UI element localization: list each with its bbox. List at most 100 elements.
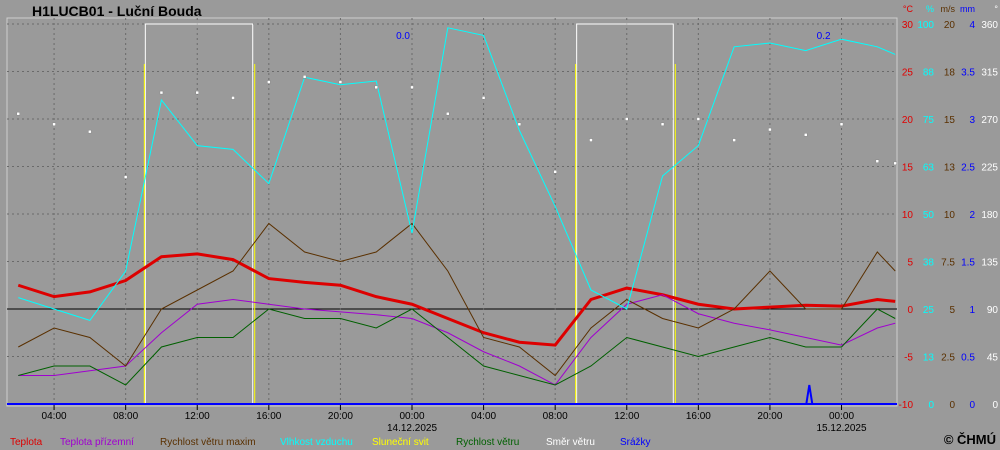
axis-tick-label: 180 <box>981 210 998 221</box>
axis-unit-label: mm <box>960 4 975 14</box>
wind-direction-point <box>446 111 450 116</box>
axis-tick-label: 38 <box>923 258 935 269</box>
series-line-rychlost-větru <box>18 308 896 386</box>
axis-unit-label: % <box>926 4 934 14</box>
wind-direction-point <box>893 161 897 166</box>
wind-direction-point <box>589 138 593 142</box>
axis-tick-label: 30 <box>902 20 914 31</box>
axis-tick-label: 88 <box>923 68 935 79</box>
wind-direction-point <box>517 122 522 127</box>
legend-item: Srážky <box>620 437 651 448</box>
x-tick-label: 00:00 <box>399 411 424 422</box>
axis-tick-label: 225 <box>981 163 998 174</box>
wind-direction-point <box>732 138 736 142</box>
wind-direction-point <box>338 80 343 84</box>
axis-tick-label: 1 <box>969 305 975 316</box>
legend-item: Vlhkost vzduchu <box>280 437 353 448</box>
wind-direction-point <box>195 90 199 95</box>
axis-unit-label: °C <box>903 4 914 14</box>
axis-tick-label: 4 <box>969 20 975 31</box>
wind-direction-point <box>768 127 772 132</box>
legend-item: Teplota přízemní <box>60 437 134 448</box>
axis-tick-label: 3.5 <box>961 68 975 79</box>
axis-tick-label: 13 <box>944 163 956 174</box>
x-tick-label: 16:00 <box>686 411 711 422</box>
wind-direction-point <box>231 96 235 100</box>
precipitation-total-label: 0.2 <box>817 31 831 42</box>
axis-tick-label: 10 <box>902 210 914 221</box>
sunshine-period <box>576 23 674 404</box>
x-tick-label: 04:00 <box>42 411 67 422</box>
wind-direction-point <box>302 75 307 79</box>
axis-tick-label: 7.5 <box>941 258 955 269</box>
wind-direction-point <box>88 129 92 134</box>
x-tick-label: 04:00 <box>471 411 496 422</box>
axis-tick-label: 270 <box>981 115 998 126</box>
wind-direction-point <box>123 175 128 179</box>
legend-item: Rychlost větru <box>456 437 519 448</box>
axis-tick-label: 0.5 <box>961 353 975 364</box>
wind-direction-point <box>660 122 665 127</box>
axis-tick-label: 25 <box>902 68 914 79</box>
axis-tick-label: 75 <box>923 115 935 126</box>
axis-tick-label: 100 <box>917 20 934 31</box>
series-line-teplota-přízemní <box>18 294 896 386</box>
x-tick-label: 00:00 <box>829 411 854 422</box>
axis-tick-label: 0 <box>949 400 955 411</box>
axis-tick-label: 3 <box>969 115 975 126</box>
wind-direction-point <box>875 159 880 163</box>
axis-tick-label: -10 <box>899 400 914 411</box>
axis-tick-label: 135 <box>981 258 998 269</box>
x-tick-label: 12:00 <box>614 411 639 422</box>
x-date-label: 14.12.2025 <box>387 423 437 434</box>
axis-tick-label: 5 <box>907 258 913 269</box>
precipitation-total-label: 0.0 <box>396 31 410 42</box>
axis-tick-label: 360 <box>981 20 998 31</box>
wind-direction-point <box>481 96 486 100</box>
wind-direction-point <box>696 117 701 121</box>
axis-tick-label: 0 <box>907 305 913 316</box>
axis-unit-label: ° <box>994 4 998 14</box>
wind-direction-point <box>52 122 56 127</box>
copyright: © ČHMÚ <box>943 432 996 447</box>
axis-tick-label: 18 <box>944 68 956 79</box>
sunshine-period <box>144 23 254 404</box>
axis-tick-label: 50 <box>923 210 935 221</box>
series-line-teplota <box>17 252 896 347</box>
axis-tick-label: 25 <box>923 305 935 316</box>
axis-tick-label: 2.5 <box>941 353 955 364</box>
series-line-rychlost-větru-maxim <box>18 222 896 377</box>
x-tick-label: 08:00 <box>113 411 138 422</box>
axis-tick-label: 10 <box>944 210 956 221</box>
axis-unit-label: m/s <box>941 4 956 14</box>
wind-direction-point <box>159 90 164 95</box>
axis-tick-label: 2 <box>969 210 975 221</box>
x-tick-label: 12:00 <box>185 411 210 422</box>
x-date-label: 15.12.2025 <box>816 423 866 434</box>
x-tick-label: 08:00 <box>543 411 568 422</box>
legend-item: Sluneční svit <box>372 437 429 448</box>
wind-direction-point <box>374 85 378 90</box>
axis-tick-label: 13 <box>923 353 935 364</box>
axis-tick-label: 20 <box>944 20 956 31</box>
legend-item: Směr větru <box>546 437 595 448</box>
plot-area <box>6 17 898 407</box>
precipitation-bar <box>805 384 814 405</box>
axis-tick-label: 45 <box>987 353 999 364</box>
wind-direction-point <box>839 122 844 127</box>
axis-tick-label: 0 <box>928 400 934 411</box>
wind-direction-point <box>625 117 629 121</box>
wind-direction-point <box>410 85 414 90</box>
chart-title: H1LUCB01 - Luční Bouda <box>32 3 202 19</box>
axis-tick-label: 1.5 <box>961 258 975 269</box>
axis-tick-label: 15 <box>944 115 956 126</box>
x-tick-label: 16:00 <box>256 411 281 422</box>
legend-item: Rychlost větru maxim <box>160 437 256 448</box>
axis-tick-label: 315 <box>981 68 998 79</box>
wind-direction-point <box>267 80 271 84</box>
legend-item: Teplota <box>10 437 43 448</box>
axis-tick-label: -5 <box>904 353 913 364</box>
x-tick-label: 20:00 <box>328 411 353 422</box>
